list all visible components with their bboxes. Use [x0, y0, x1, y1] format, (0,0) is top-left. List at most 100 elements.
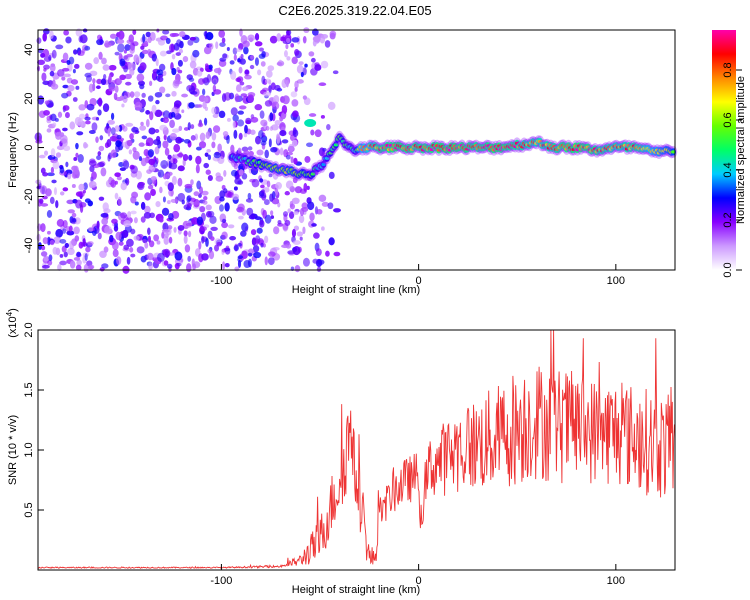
noise-blob — [140, 121, 144, 127]
noise-blob — [43, 68, 47, 72]
noise-blob — [221, 221, 229, 229]
noise-blob — [55, 200, 59, 209]
noise-blob — [285, 43, 289, 50]
noise-blob — [147, 184, 154, 190]
noise-blob — [287, 208, 291, 214]
noise-blob — [170, 43, 174, 53]
noise-blob — [209, 215, 217, 225]
noise-blob — [318, 82, 327, 87]
noise-blob — [222, 261, 226, 271]
noise-blob — [281, 112, 285, 120]
noise-blob — [290, 91, 298, 98]
noise-blob — [233, 186, 238, 191]
noise-blob — [302, 35, 307, 44]
noise-blob — [134, 101, 143, 111]
noise-blob — [69, 260, 76, 269]
noise-blob — [161, 207, 170, 216]
noise-blob — [191, 217, 199, 225]
noise-blob — [302, 226, 306, 235]
noise-blob — [250, 229, 257, 236]
noise-blob — [88, 181, 97, 188]
noise-blob — [114, 51, 120, 56]
spectrogram-x-axis-label: Height of straight line (km) — [292, 284, 420, 296]
noise-blob — [222, 218, 227, 223]
noise-blob — [203, 117, 208, 126]
noise-blob — [267, 257, 275, 266]
noise-blob — [218, 110, 226, 119]
noise-blob — [285, 180, 294, 189]
noise-blob — [61, 92, 69, 99]
noise-blob — [39, 198, 44, 204]
noise-blob — [108, 64, 117, 71]
noise-blob — [59, 166, 65, 174]
noise-blob — [123, 244, 130, 251]
noise-blob — [85, 246, 91, 253]
noise-blob — [97, 151, 102, 156]
noise-blob — [196, 216, 204, 226]
noise-blob — [122, 125, 128, 132]
noise-blob — [274, 84, 281, 91]
noise-blob — [259, 178, 264, 183]
noise-blob — [221, 249, 225, 255]
noise-blob — [219, 196, 225, 202]
noise-blob — [299, 236, 303, 241]
noise-blob — [229, 60, 235, 65]
noise-blob — [40, 251, 48, 257]
noise-blob — [53, 187, 58, 196]
noise-blob — [50, 166, 55, 174]
noise-blob — [49, 30, 54, 40]
noise-blob — [251, 178, 260, 188]
noise-blob — [43, 255, 49, 262]
noise-blob — [148, 262, 153, 270]
noise-blob — [39, 185, 48, 195]
noise-blob — [40, 223, 46, 233]
noise-blob — [259, 110, 265, 119]
noise-blob — [270, 215, 275, 219]
noise-blob — [135, 170, 142, 180]
noise-blob — [184, 183, 193, 189]
noise-blob — [186, 202, 192, 209]
noise-blob — [130, 210, 137, 215]
noise-blob — [116, 78, 123, 85]
noise-blob — [177, 152, 184, 158]
noise-blob — [265, 78, 272, 84]
noise-blob — [162, 140, 169, 149]
noise-blob — [129, 247, 134, 253]
noise-blob — [50, 113, 57, 122]
noise-blob — [222, 53, 228, 59]
noise-blob — [156, 240, 161, 245]
noise-blob — [66, 230, 75, 236]
noise-blob — [264, 214, 272, 224]
noise-blob — [162, 29, 170, 35]
noise-blob — [84, 72, 92, 78]
noise-blob — [232, 114, 239, 122]
noise-blob — [155, 99, 160, 105]
y-tick-label: 0 — [23, 144, 35, 150]
noise-blob — [110, 127, 116, 135]
noise-blob — [184, 244, 191, 253]
noise-blob — [75, 142, 79, 150]
noise-blob — [117, 196, 122, 206]
noise-blob — [310, 129, 315, 136]
noise-blob — [167, 225, 173, 230]
noise-blob — [72, 97, 78, 102]
noise-blob — [272, 246, 280, 251]
colorbar-label: Normalized spectral amplitude — [735, 76, 747, 224]
noise-blob — [66, 60, 71, 65]
noise-blob — [285, 154, 291, 160]
noise-blob — [248, 248, 255, 254]
noise-blob — [233, 245, 239, 252]
noise-blob — [116, 134, 122, 140]
noise-blob — [333, 208, 341, 213]
noise-blob — [327, 101, 336, 110]
noise-blob — [270, 210, 274, 216]
noise-blob — [95, 136, 99, 143]
noise-blob — [154, 109, 163, 118]
noise-blob — [293, 157, 298, 165]
noise-blob — [212, 125, 221, 133]
noise-blob — [49, 70, 55, 77]
noise-blob — [271, 101, 280, 110]
noise-blob — [198, 240, 202, 250]
noise-blob — [203, 97, 209, 103]
noise-blob — [233, 129, 238, 139]
